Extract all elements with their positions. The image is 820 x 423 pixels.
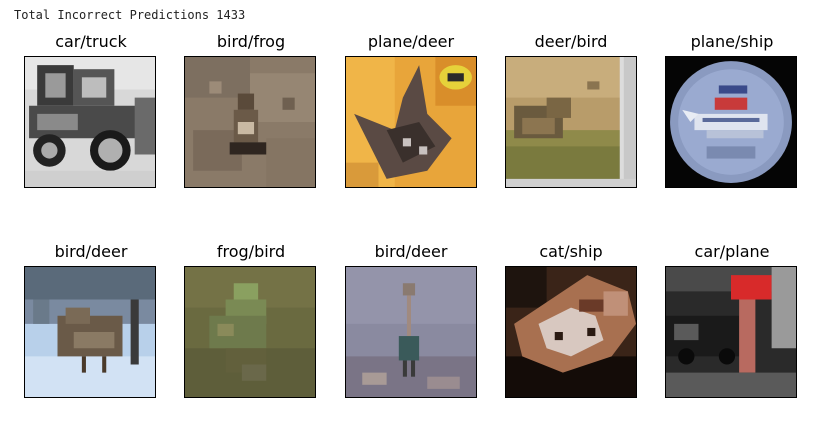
prediction-title-7: frog/bird [216,242,286,261]
prediction-title-5: plane/ship [690,32,774,51]
prediction-title-8: bird/deer [374,242,448,261]
prediction-image-6 [24,266,156,398]
prediction-image-5 [665,56,797,188]
prediction-title-3: plane/deer [367,32,455,51]
prediction-image-4 [505,56,637,188]
prediction-image-8 [345,266,477,398]
prediction-image-9 [505,266,637,398]
output-summary-text: Total Incorrect Predictions 1433 [14,8,246,22]
prediction-title-9: cat/ship [539,242,603,261]
prediction-title-6: bird/deer [54,242,128,261]
prediction-title-2: bird/frog [216,32,286,51]
prediction-image-2 [184,56,316,188]
prediction-image-7 [184,266,316,398]
prediction-title-10: car/plane [694,242,770,261]
prediction-image-3 [345,56,477,188]
prediction-image-10 [665,266,797,398]
prediction-title-4: deer/bird [534,32,608,51]
prediction-image-1 [24,56,156,188]
prediction-title-1: car/truck [55,32,127,51]
